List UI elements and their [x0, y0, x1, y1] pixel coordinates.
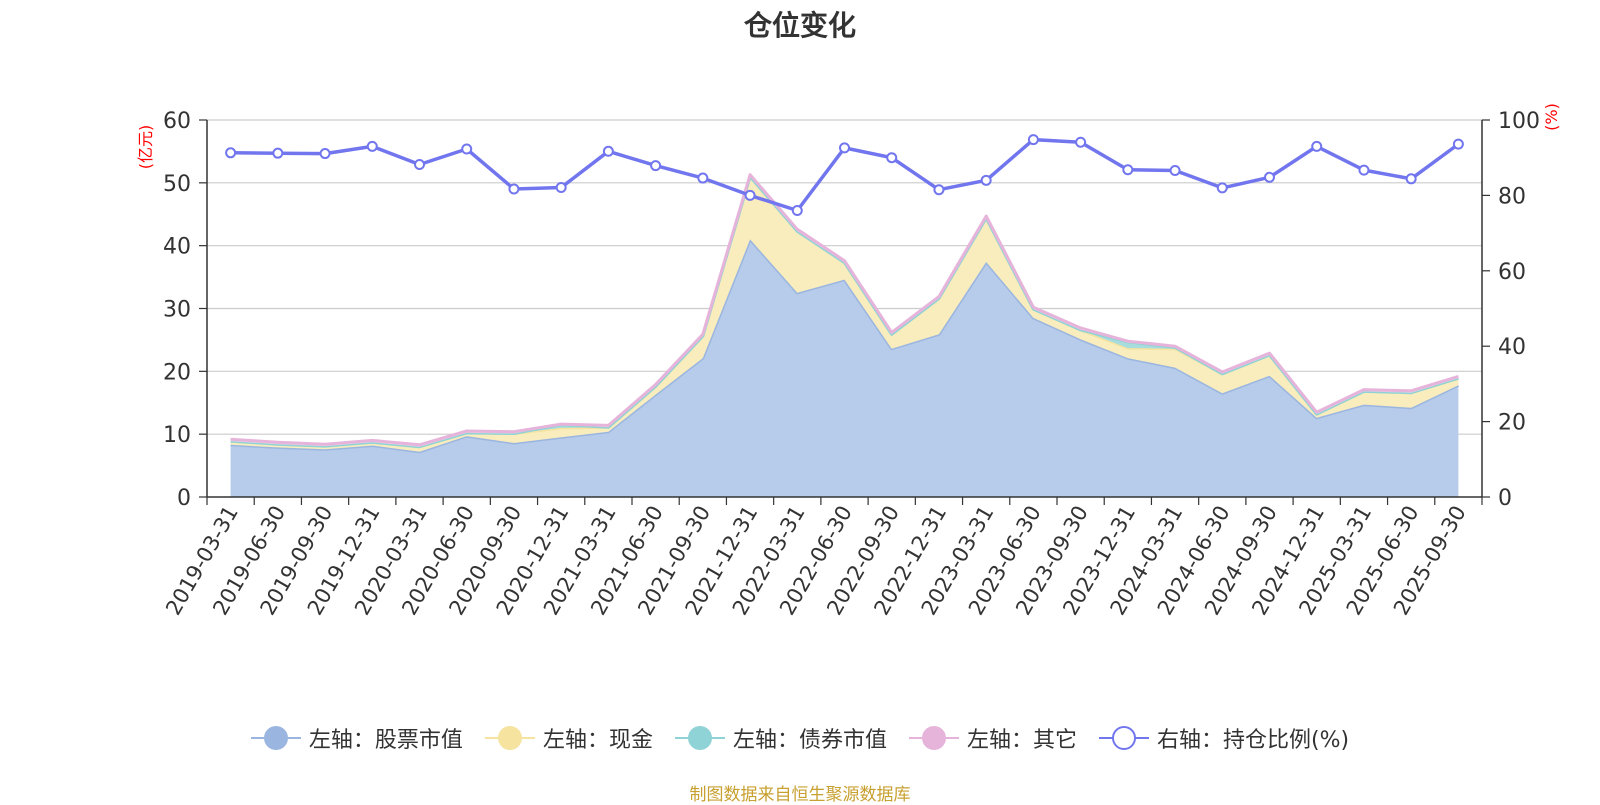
- ratio-point: [602, 145, 614, 157]
- y-right-tick-label: 40: [1498, 335, 1526, 360]
- ratio-point: [1264, 171, 1275, 183]
- chart-legend: 左轴：股票市值 左轴：现金 左轴：债券市值 左轴：其它 右轴：持仓比例(%): [0, 722, 1600, 754]
- y-left-tick-label: 30: [163, 298, 191, 323]
- y-left-tick-label: 0: [177, 486, 191, 511]
- y-left-tick-label: 20: [163, 360, 191, 385]
- legend-label: 左轴：债券市值: [732, 728, 887, 753]
- ratio-point: [1405, 173, 1417, 185]
- y-right-tick-label: 100: [1498, 109, 1540, 134]
- legend-item[interactable]: 左轴：现金: [484, 722, 653, 754]
- ratio-line: [225, 134, 1464, 216]
- ratio-point: [1452, 138, 1464, 150]
- legend-item[interactable]: 左轴：股票市值: [250, 722, 463, 754]
- ratio-point: [980, 174, 992, 186]
- ratio-point: [933, 184, 945, 196]
- legend-label: 左轴：其它: [966, 728, 1077, 753]
- ratio-point: [225, 147, 237, 159]
- y-right-tick-label: 0: [1498, 486, 1512, 511]
- chart-title: 仓位变化: [743, 9, 856, 42]
- ratio-point: [366, 140, 378, 152]
- legend-label: 左轴：现金: [542, 728, 653, 753]
- ratio-point: [839, 142, 850, 154]
- legend-symbol-icon: [1098, 726, 1149, 750]
- ratio-point: [1169, 165, 1181, 177]
- legend-item[interactable]: 左轴：债券市值: [674, 722, 887, 754]
- ratio-point: [1075, 136, 1087, 148]
- ratio-point: [650, 160, 662, 172]
- ratio-point: [508, 183, 520, 195]
- y-left-axis-label: (亿元): [136, 125, 155, 170]
- y-right-tick-label: 20: [1498, 411, 1526, 436]
- y-left-tick-label: 60: [163, 109, 191, 134]
- area-stacked-area-fill: [230, 239, 1459, 497]
- legend-symbol-icon: [484, 726, 535, 750]
- ratio-point: [697, 172, 709, 184]
- y-left-tick-label: 40: [163, 235, 191, 260]
- ratio-point: [1122, 164, 1134, 176]
- legend-symbol-icon: [674, 726, 725, 750]
- ratio-point: [414, 158, 425, 170]
- y-right-tick-label: 60: [1498, 260, 1526, 285]
- area-series-line: [230, 173, 1459, 447]
- legend-item[interactable]: 左轴：其它: [908, 722, 1077, 754]
- data-source-note: 制图数据来自恒生聚源数据库: [689, 785, 911, 805]
- legend-symbol-icon: [908, 726, 959, 750]
- ratio-point: [272, 147, 284, 159]
- stacked-areas: [230, 173, 1460, 497]
- y-left-tick-label: 10: [163, 423, 191, 448]
- ratio-point: [1027, 134, 1039, 146]
- ratio-point: [744, 189, 756, 201]
- ratio-point: [555, 181, 567, 193]
- ratio-point: [1358, 164, 1370, 176]
- ratio-point: [319, 148, 331, 160]
- ratio-point: [791, 204, 803, 216]
- ratio-point: [1311, 140, 1323, 152]
- legend-item[interactable]: 右轴：持仓比例(%): [1098, 722, 1350, 754]
- ratio-point: [886, 152, 898, 164]
- y-right-tick-label: 80: [1498, 184, 1526, 209]
- ratio-point: [461, 143, 473, 155]
- y-right-axis-label: (%): [1542, 103, 1561, 131]
- legend-label: 右轴：持仓比例(%): [1156, 728, 1350, 753]
- ratio-point: [1216, 182, 1228, 194]
- legend-symbol-icon: [250, 726, 301, 750]
- y-left-tick-label: 50: [163, 172, 191, 197]
- legend-label: 左轴：股票市值: [308, 728, 463, 753]
